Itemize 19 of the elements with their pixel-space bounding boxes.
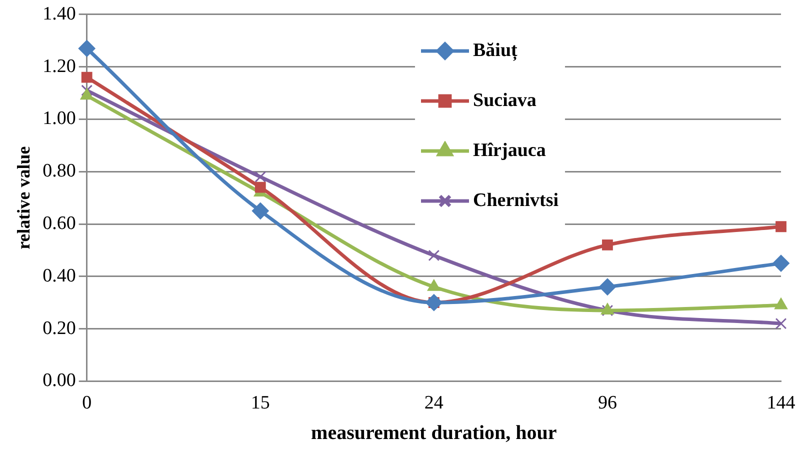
y-axis-title: relative value — [13, 146, 34, 250]
legend-label: Hîrjauca — [473, 140, 546, 162]
y-tick-label: 1.00 — [42, 108, 76, 130]
y-tick-label: 0.40 — [42, 265, 76, 286]
y-tick-label: 1.20 — [42, 56, 76, 77]
legend-label: Băiuț — [473, 40, 518, 62]
y-tick-label: 0.00 — [42, 370, 76, 392]
x-tick-label: 0 — [82, 392, 92, 414]
x-tick-label: 96 — [598, 392, 617, 414]
y-tick-label: 0.80 — [42, 160, 76, 182]
x-axis-title: measurement duration, hour — [311, 422, 557, 444]
x-tick-label: 15 — [250, 392, 270, 414]
x-tick-label: 144 — [766, 392, 796, 414]
legend-label: Suciava — [473, 90, 536, 112]
x-tick-label: 24 — [424, 392, 444, 414]
y-tick-label: 0.20 — [42, 318, 76, 339]
y-tick-label: 1.40 — [42, 3, 76, 24]
legend-label: Chernivtsi — [473, 190, 558, 212]
y-tick-label: 0.60 — [42, 212, 76, 234]
